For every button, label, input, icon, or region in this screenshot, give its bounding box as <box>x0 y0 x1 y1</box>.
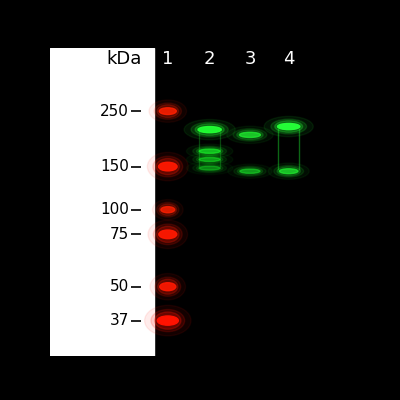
Ellipse shape <box>150 274 186 300</box>
Text: 250: 250 <box>100 104 129 119</box>
Ellipse shape <box>148 220 188 248</box>
Ellipse shape <box>196 147 223 155</box>
Ellipse shape <box>199 166 220 170</box>
Ellipse shape <box>157 105 178 118</box>
Ellipse shape <box>240 132 260 138</box>
Ellipse shape <box>154 103 182 119</box>
Ellipse shape <box>193 155 226 164</box>
Text: 3: 3 <box>244 50 256 68</box>
Ellipse shape <box>191 122 228 137</box>
Ellipse shape <box>156 158 180 175</box>
Ellipse shape <box>199 158 220 162</box>
Text: 2: 2 <box>204 50 215 68</box>
Ellipse shape <box>160 283 176 291</box>
Ellipse shape <box>161 207 175 213</box>
Ellipse shape <box>193 146 226 156</box>
Text: 100: 100 <box>100 202 129 217</box>
Ellipse shape <box>195 124 224 135</box>
Bar <box>50 48 154 356</box>
Ellipse shape <box>158 162 177 171</box>
Ellipse shape <box>155 312 181 329</box>
Ellipse shape <box>149 100 186 122</box>
Ellipse shape <box>275 121 303 132</box>
Ellipse shape <box>153 156 183 177</box>
Ellipse shape <box>268 163 309 179</box>
Ellipse shape <box>151 310 185 332</box>
Ellipse shape <box>186 144 233 158</box>
Ellipse shape <box>159 230 177 239</box>
Ellipse shape <box>198 126 221 133</box>
Ellipse shape <box>199 149 220 153</box>
Ellipse shape <box>157 202 179 217</box>
Ellipse shape <box>237 167 262 175</box>
Ellipse shape <box>237 130 263 140</box>
Ellipse shape <box>274 165 304 177</box>
Ellipse shape <box>227 126 273 144</box>
Text: 150: 150 <box>100 159 129 174</box>
Ellipse shape <box>196 156 223 163</box>
Ellipse shape <box>158 279 178 294</box>
Ellipse shape <box>152 200 183 220</box>
Ellipse shape <box>264 116 313 137</box>
Text: 37: 37 <box>110 313 129 328</box>
Ellipse shape <box>159 108 176 114</box>
Ellipse shape <box>277 166 300 176</box>
Ellipse shape <box>271 119 306 134</box>
Ellipse shape <box>145 305 191 336</box>
Ellipse shape <box>193 163 226 173</box>
Text: 50: 50 <box>110 279 129 294</box>
Text: kDa: kDa <box>106 50 142 68</box>
Text: 75: 75 <box>110 227 129 242</box>
Ellipse shape <box>147 152 188 181</box>
Text: 4: 4 <box>283 50 294 68</box>
Ellipse shape <box>196 164 223 172</box>
Text: 1: 1 <box>162 50 174 68</box>
Ellipse shape <box>159 204 176 216</box>
Ellipse shape <box>280 169 298 174</box>
Ellipse shape <box>233 128 267 141</box>
Ellipse shape <box>157 316 178 325</box>
Ellipse shape <box>278 124 300 130</box>
Ellipse shape <box>156 226 179 242</box>
Ellipse shape <box>155 277 181 296</box>
Ellipse shape <box>154 224 182 245</box>
Ellipse shape <box>184 120 235 140</box>
Ellipse shape <box>240 169 260 173</box>
Ellipse shape <box>234 166 266 176</box>
